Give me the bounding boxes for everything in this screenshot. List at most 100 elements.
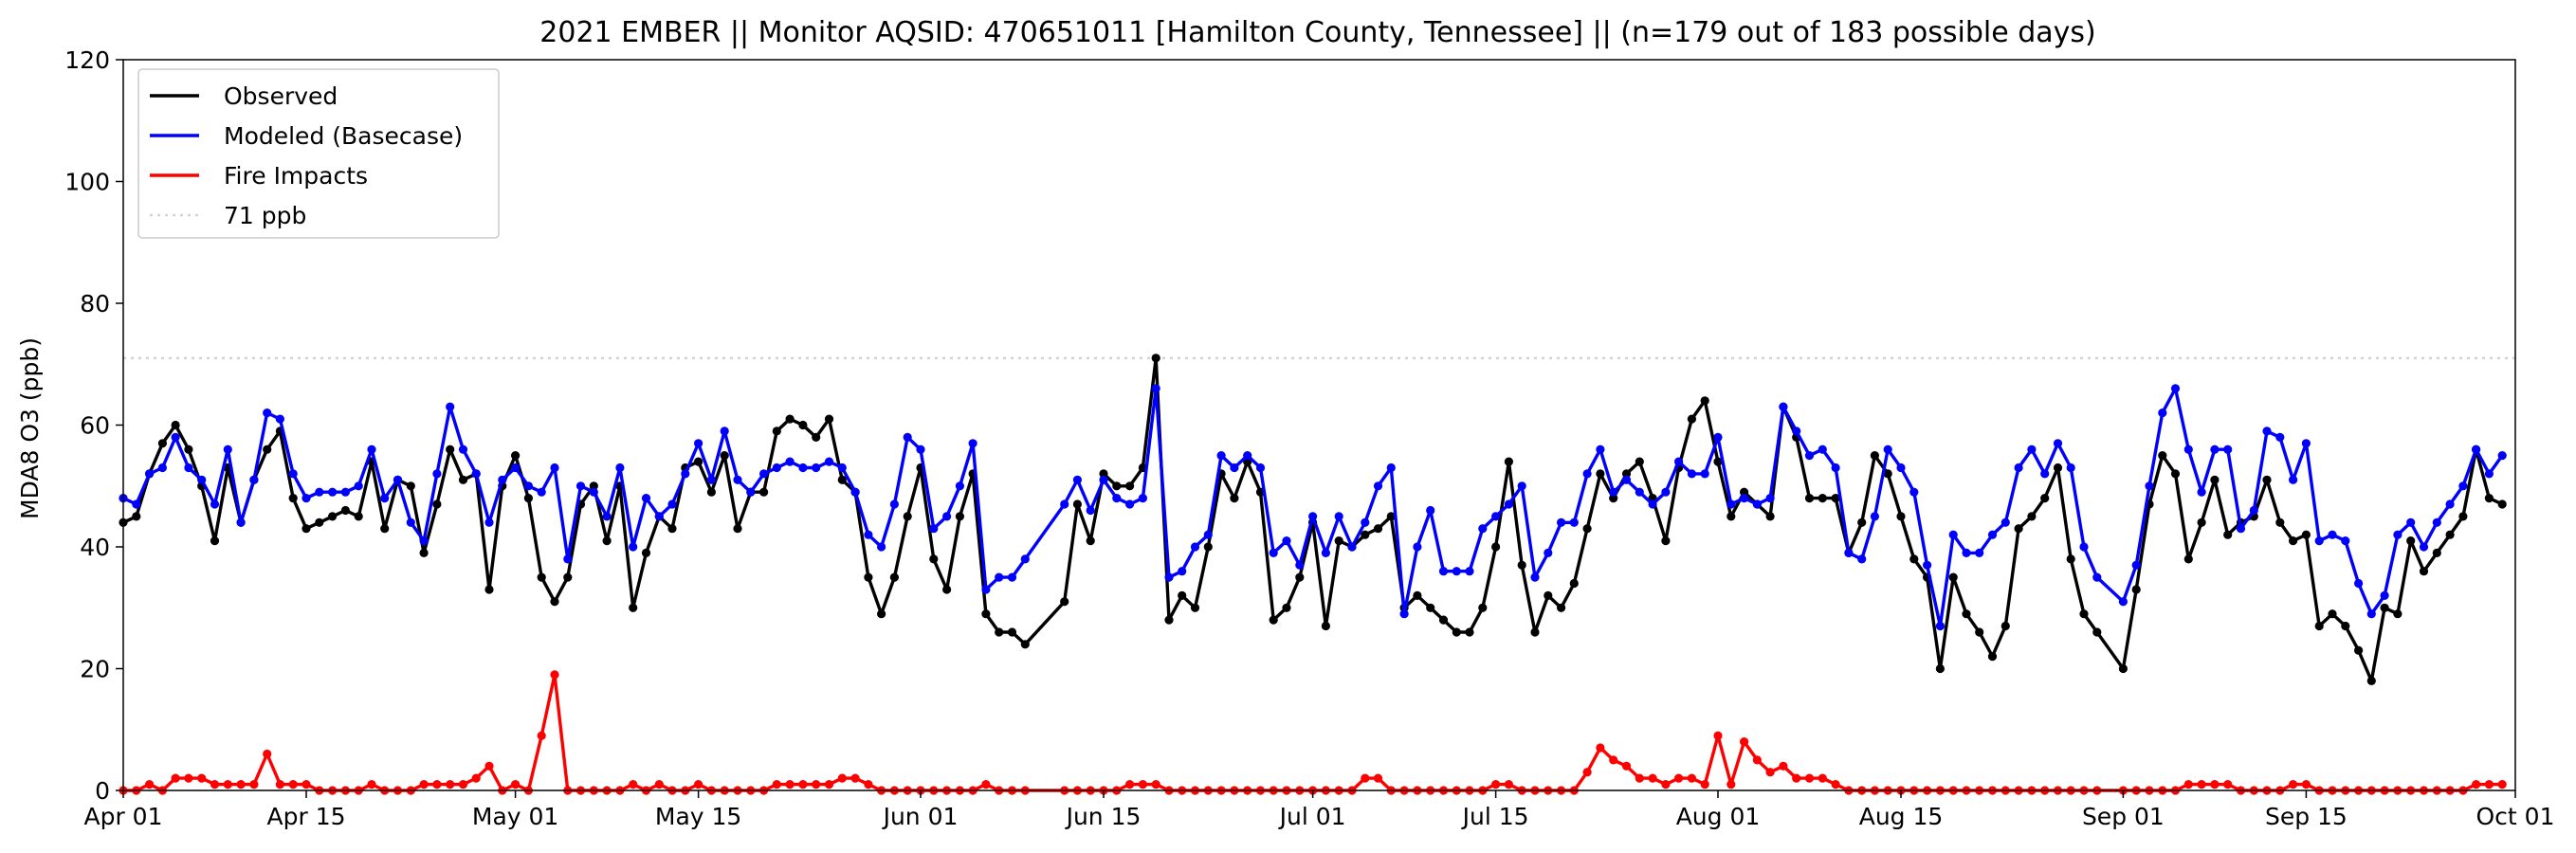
data-point (785, 414, 795, 424)
x-tick-label: Aug 01 (1676, 803, 1761, 830)
data-point (575, 481, 586, 491)
data-point (2458, 512, 2468, 521)
data-point (1687, 469, 1696, 479)
data-point (2275, 517, 2285, 527)
data-point (602, 512, 612, 521)
data-point (2053, 463, 2063, 473)
data-point (354, 481, 363, 491)
data-point (667, 524, 677, 534)
data-point (1752, 755, 1762, 765)
data-point (1987, 652, 1998, 662)
data-point (2053, 439, 2063, 448)
data-point (589, 487, 598, 497)
data-point (1609, 487, 1618, 497)
data-point (1517, 481, 1526, 491)
data-point (2183, 554, 2193, 564)
data-point (2183, 445, 2193, 454)
data-point (1740, 737, 1749, 747)
data-point (1255, 463, 1266, 473)
data-point (1896, 463, 1906, 473)
data-point (877, 609, 886, 619)
data-point (1060, 499, 1069, 509)
data-point (1661, 487, 1671, 497)
data-point (184, 463, 193, 473)
data-point (1818, 445, 1827, 454)
data-point (367, 780, 376, 789)
data-point (2328, 609, 2337, 619)
data-point (2197, 780, 2206, 789)
legend-label: 71 ppb (224, 202, 306, 229)
data-point (1621, 469, 1632, 479)
data-point (981, 585, 991, 594)
data-point (550, 597, 559, 607)
data-point (1138, 494, 1147, 503)
data-point (864, 780, 873, 789)
chart-title: 2021 EMBER || Monitor AQSID: 470651011 [… (539, 16, 2095, 49)
data-point (419, 548, 429, 558)
data-point (2001, 621, 2010, 631)
data-point (2366, 676, 2376, 686)
data-point (1491, 512, 1501, 521)
data-point (1557, 517, 1566, 527)
data-point (629, 542, 638, 552)
data-point (1151, 384, 1160, 393)
data-point (903, 432, 912, 442)
data-point (2249, 505, 2258, 516)
data-point (2118, 663, 2128, 674)
data-point (1713, 731, 1723, 740)
data-point (1883, 469, 1892, 479)
data-point (223, 780, 232, 789)
legend-label: Fire Impacts (224, 162, 368, 190)
data-point (877, 542, 886, 552)
series-group (119, 384, 2507, 631)
y-tick-label: 0 (95, 777, 110, 805)
data-point (1831, 463, 1840, 473)
data-point (315, 517, 324, 527)
data-point (2432, 517, 2441, 527)
data-point (419, 536, 429, 546)
data-point (2366, 609, 2376, 619)
data-point (1413, 542, 1422, 552)
data-point (263, 445, 272, 454)
data-point (132, 499, 141, 509)
data-point (1582, 768, 1592, 777)
data-point (236, 780, 246, 789)
data-point (1072, 499, 1082, 509)
data-point (2014, 524, 2023, 534)
data-point (484, 585, 494, 594)
x-tick-label: Oct 01 (2476, 803, 2555, 830)
data-point (2001, 517, 2010, 527)
data-point (2445, 499, 2455, 509)
data-point (2223, 780, 2233, 789)
data-point (1740, 494, 1749, 503)
legend: Observed Modeled (Basecase) Fire Impacts 71… (137, 68, 500, 239)
data-point (432, 499, 442, 509)
data-point (1438, 567, 1449, 576)
data-point (2393, 609, 2402, 619)
data-point (694, 457, 703, 466)
data-point (759, 469, 769, 479)
data-point (1962, 609, 1971, 619)
data-point (263, 749, 272, 759)
data-point (981, 780, 991, 789)
series-line (123, 673, 2503, 792)
data-point (2158, 451, 2167, 461)
data-point (315, 487, 324, 497)
data-point (458, 445, 468, 454)
data-point (1935, 621, 1945, 631)
data-point (1334, 536, 1343, 546)
data-point (184, 445, 193, 454)
data-point (1504, 780, 1513, 789)
data-point (2354, 645, 2364, 655)
data-point (1099, 469, 1108, 479)
data-point (1178, 590, 1187, 601)
data-point (694, 780, 703, 789)
data-point (301, 780, 311, 789)
data-point (2014, 463, 2023, 473)
data-point (942, 585, 952, 594)
data-point (1164, 572, 1174, 582)
data-point (1282, 603, 1291, 612)
y-tick-label: 120 (64, 46, 110, 74)
data-point (641, 548, 651, 558)
data-point (968, 439, 977, 448)
